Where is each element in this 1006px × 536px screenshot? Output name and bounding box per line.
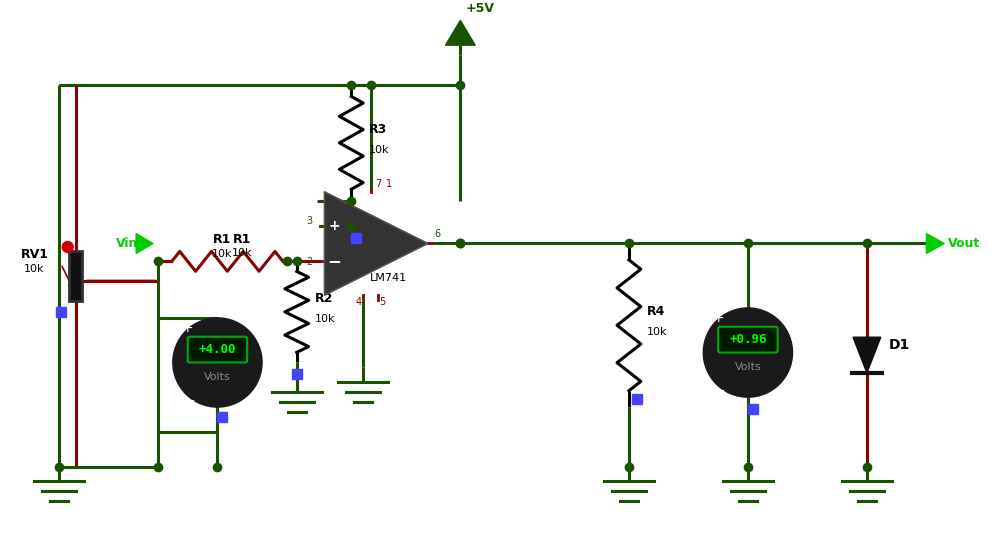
Polygon shape <box>446 20 475 45</box>
Text: +5V: +5V <box>466 3 494 16</box>
Text: −: − <box>711 381 725 399</box>
Text: D1: D1 <box>888 338 910 352</box>
Text: 6: 6 <box>435 228 441 239</box>
Text: 5: 5 <box>379 297 385 307</box>
Text: 2: 2 <box>307 257 313 267</box>
FancyBboxPatch shape <box>718 327 778 353</box>
Text: Volts: Volts <box>204 373 230 382</box>
Text: −: − <box>328 252 341 270</box>
Text: Volts: Volts <box>734 362 762 373</box>
Text: +4.00: +4.00 <box>198 343 236 356</box>
Text: R2: R2 <box>315 292 333 305</box>
Text: 10k: 10k <box>369 145 389 155</box>
Circle shape <box>703 308 793 397</box>
Text: +: + <box>329 219 340 233</box>
FancyBboxPatch shape <box>69 251 82 301</box>
Text: 10k: 10k <box>24 264 44 274</box>
Text: 10k: 10k <box>232 248 253 258</box>
Text: Vout: Vout <box>949 237 981 250</box>
Text: +: + <box>182 321 193 335</box>
Polygon shape <box>853 337 881 373</box>
Circle shape <box>173 318 262 407</box>
Text: 7: 7 <box>375 179 381 189</box>
Circle shape <box>62 242 73 252</box>
Text: 10k: 10k <box>212 249 232 259</box>
Text: RV1: RV1 <box>21 248 49 261</box>
Text: Vin: Vin <box>116 237 138 250</box>
Text: +: + <box>712 311 724 325</box>
Text: R4: R4 <box>647 306 665 318</box>
Text: −: − <box>181 391 194 409</box>
Text: R1: R1 <box>213 234 231 247</box>
Polygon shape <box>136 234 153 254</box>
Text: +0.96: +0.96 <box>729 333 767 346</box>
Text: LM741: LM741 <box>369 273 406 283</box>
Text: 1: 1 <box>386 179 392 189</box>
Text: 10k: 10k <box>315 314 335 324</box>
FancyBboxPatch shape <box>188 337 247 362</box>
Polygon shape <box>325 192 428 295</box>
Text: 10k: 10k <box>647 327 667 337</box>
Polygon shape <box>927 234 945 254</box>
Text: R1: R1 <box>233 234 252 247</box>
Text: R3: R3 <box>369 123 387 136</box>
Text: 4: 4 <box>355 297 361 307</box>
Text: 3: 3 <box>307 215 313 226</box>
